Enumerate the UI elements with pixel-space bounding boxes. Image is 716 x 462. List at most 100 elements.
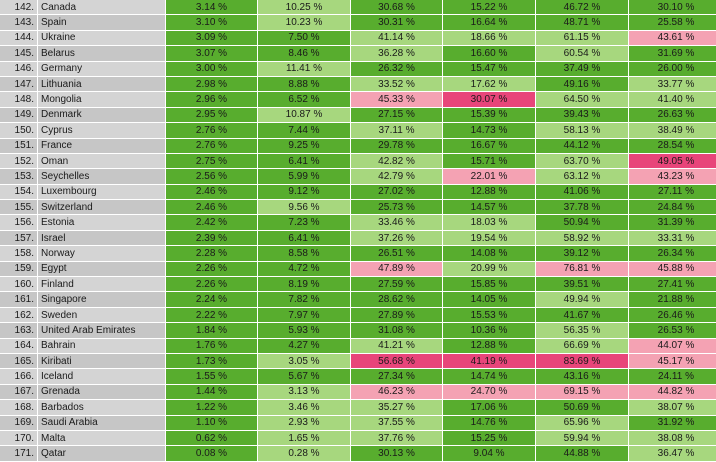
value-cell: 1.76 %: [166, 338, 257, 354]
value-cell: 26.46 %: [629, 307, 716, 324]
value-cell: 30.13 %: [351, 446, 442, 462]
country-name-cell: Israel: [38, 230, 165, 247]
value-cell: 25.73 %: [351, 200, 442, 216]
value-cell: 60.54 %: [536, 46, 628, 62]
value-cell: 3.05 %: [258, 353, 350, 370]
value-cell: 1.10 %: [166, 415, 257, 431]
table-row: 169. Saudi Arabia 1.10 % 2.93 % 37.55 % 14.76…: [0, 415, 716, 431]
value-cell: 9.25 %: [258, 138, 350, 154]
value-cell: 38.08 %: [629, 430, 716, 447]
value-cell: 45.17 %: [629, 353, 716, 370]
value-cell: 2.98 %: [166, 76, 257, 93]
value-cell: 20.99 %: [443, 261, 535, 278]
rank-cell: 143.: [0, 15, 37, 31]
table-row: 160. Finland 2.26 % 8.19 % 27.59 % 15.85 % 39.…: [0, 277, 716, 293]
value-cell: 27.02 %: [351, 184, 442, 201]
value-cell: 37.76 %: [351, 430, 442, 447]
value-cell: 59.94 %: [536, 430, 628, 447]
value-cell: 45.88 %: [629, 261, 716, 278]
value-cell: 28.54 %: [629, 138, 716, 154]
value-cell: 10.87 %: [258, 107, 350, 124]
value-cell: 61.15 %: [536, 30, 628, 47]
table-row: 162. Sweden 2.22 % 7.97 % 27.89 % 15.53 % 41.6…: [0, 307, 716, 324]
value-cell: 2.39 %: [166, 230, 257, 247]
rank-cell: 154.: [0, 184, 37, 201]
country-name-cell: Spain: [38, 15, 165, 31]
value-cell: 37.49 %: [536, 61, 628, 77]
value-cell: 29.78 %: [351, 138, 442, 154]
value-cell: 2.26 %: [166, 261, 257, 278]
country-name-cell: Seychelles: [38, 169, 165, 185]
country-name-cell: Sweden: [38, 307, 165, 324]
country-name-cell: Germany: [38, 61, 165, 77]
value-cell: 46.72 %: [536, 0, 628, 16]
table-row: 149. Denmark 2.95 % 10.87 % 27.15 % 15.39 % 39…: [0, 107, 716, 124]
rank-cell: 160.: [0, 277, 37, 293]
rank-cell: 142.: [0, 0, 37, 16]
value-cell: 83.69 %: [536, 353, 628, 370]
value-cell: 31.08 %: [351, 323, 442, 339]
value-cell: 28.62 %: [351, 292, 442, 308]
table-row: 156. Estonia 2.42 % 7.23 % 33.46 % 18.03 % 50.…: [0, 215, 716, 231]
value-cell: 66.69 %: [536, 338, 628, 354]
value-cell: 2.28 %: [166, 246, 257, 262]
value-cell: 1.73 %: [166, 353, 257, 370]
value-cell: 14.73 %: [443, 123, 535, 139]
value-cell: 37.11 %: [351, 123, 442, 139]
rank-cell: 166.: [0, 369, 37, 385]
value-cell: 18.66 %: [443, 30, 535, 47]
value-cell: 43.61 %: [629, 30, 716, 47]
value-cell: 26.00 %: [629, 61, 716, 77]
value-cell: 36.47 %: [629, 446, 716, 462]
value-cell: 41.19 %: [443, 353, 535, 370]
value-cell: 14.05 %: [443, 292, 535, 308]
rank-cell: 144.: [0, 30, 37, 47]
value-cell: 27.59 %: [351, 277, 442, 293]
value-cell: 0.28 %: [258, 446, 350, 462]
value-cell: 3.00 %: [166, 61, 257, 77]
country-name-cell: Denmark: [38, 107, 165, 124]
value-cell: 2.22 %: [166, 307, 257, 324]
value-cell: 47.89 %: [351, 261, 442, 278]
rank-cell: 164.: [0, 338, 37, 354]
value-cell: 37.26 %: [351, 230, 442, 247]
value-cell: 39.12 %: [536, 246, 628, 262]
country-name-cell: Iceland: [38, 369, 165, 385]
value-cell: 1.65 %: [258, 430, 350, 447]
country-name-cell: Estonia: [38, 215, 165, 231]
rank-cell: 145.: [0, 46, 37, 62]
value-cell: 3.14 %: [166, 0, 257, 16]
table-row: 144. Ukraine 3.09 % 7.50 % 41.14 % 18.66 % 61.…: [0, 30, 716, 47]
value-cell: 0.08 %: [166, 446, 257, 462]
value-cell: 22.01 %: [443, 169, 535, 185]
value-cell: 27.34 %: [351, 369, 442, 385]
value-cell: 9.12 %: [258, 184, 350, 201]
value-cell: 15.25 %: [443, 430, 535, 447]
value-cell: 3.10 %: [166, 15, 257, 31]
table-row: 158. Norway 2.28 % 8.58 % 26.51 % 14.08 % 39.1…: [0, 246, 716, 262]
value-cell: 33.31 %: [629, 230, 716, 247]
value-cell: 10.36 %: [443, 323, 535, 339]
value-cell: 14.57 %: [443, 200, 535, 216]
value-cell: 2.76 %: [166, 123, 257, 139]
value-cell: 46.23 %: [351, 384, 442, 401]
rank-cell: 161.: [0, 292, 37, 308]
table-row: 147. Lithuania 2.98 % 8.88 % 33.52 % 17.62 % 4…: [0, 76, 716, 93]
country-name-cell: Lithuania: [38, 76, 165, 93]
value-cell: 2.96 %: [166, 92, 257, 108]
value-cell: 37.55 %: [351, 415, 442, 431]
value-cell: 10.25 %: [258, 0, 350, 16]
value-cell: 41.67 %: [536, 307, 628, 324]
country-name-cell: Canada: [38, 0, 165, 16]
country-name-cell: Oman: [38, 153, 165, 170]
table-row: 170. Malta 0.62 % 1.65 % 37.76 % 15.25 % 59.94…: [0, 430, 716, 447]
value-cell: 26.34 %: [629, 246, 716, 262]
rank-cell: 158.: [0, 246, 37, 262]
value-cell: 41.06 %: [536, 184, 628, 201]
value-cell: 15.47 %: [443, 61, 535, 77]
value-cell: 14.74 %: [443, 369, 535, 385]
rank-cell: 149.: [0, 107, 37, 124]
value-cell: 39.43 %: [536, 107, 628, 124]
rank-cell: 163.: [0, 323, 37, 339]
